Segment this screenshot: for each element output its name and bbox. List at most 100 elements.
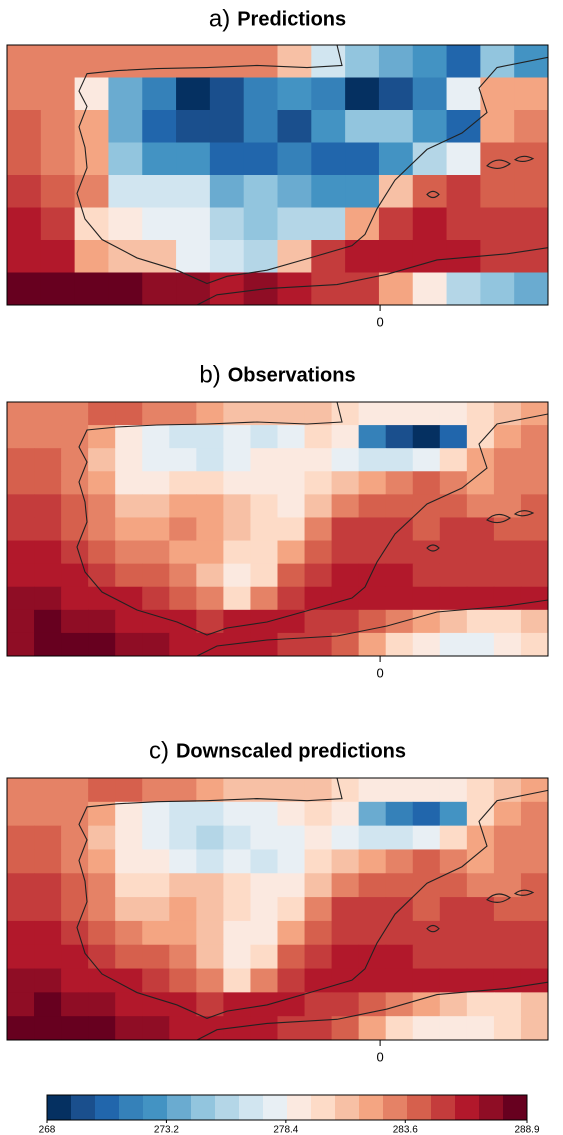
grid-cell <box>88 633 116 657</box>
grid-cell <box>514 110 548 143</box>
grid-cell <box>278 1016 306 1040</box>
grid-cell <box>386 778 414 802</box>
grid-cell <box>34 802 62 826</box>
grid-cell <box>196 517 224 541</box>
grid-cell <box>88 448 116 472</box>
grid-cell <box>521 633 549 657</box>
grid-cell <box>345 110 379 143</box>
grid-cell <box>196 802 224 826</box>
grid-cell <box>88 849 116 873</box>
grid-cell <box>223 802 251 826</box>
grid-cell <box>176 240 210 273</box>
grid-cell <box>7 471 35 495</box>
grid-cell <box>34 494 62 518</box>
panel-label: c) <box>149 737 169 764</box>
grid-cell <box>440 633 468 657</box>
grid-cell <box>332 517 360 541</box>
grid-cell <box>467 448 495 472</box>
grid-cell <box>88 992 116 1016</box>
grid-cell <box>305 969 333 993</box>
grid-cell <box>521 873 549 897</box>
grid-cell <box>386 802 414 826</box>
grid-cell <box>467 610 495 634</box>
grid-cell <box>480 208 514 241</box>
grid-cell <box>142 143 176 176</box>
grid-cell <box>7 897 35 921</box>
grid-cell <box>176 143 210 176</box>
grid-cell <box>386 992 414 1016</box>
grid-cell <box>88 1016 116 1040</box>
grid-cell <box>115 778 143 802</box>
grid-cell <box>196 494 224 518</box>
grid-cell <box>480 175 514 208</box>
grid-cell <box>413 78 447 111</box>
grid-cell <box>278 873 306 897</box>
grid-cell <box>223 610 251 634</box>
grid-cell <box>467 873 495 897</box>
grid-cell <box>61 849 89 873</box>
grid-cell <box>34 873 62 897</box>
grid-cell <box>311 175 345 208</box>
grid-cell <box>142 448 170 472</box>
grid-cell <box>467 921 495 945</box>
grid-cell <box>142 175 176 208</box>
grid-cell <box>142 802 170 826</box>
grid-cell <box>521 969 549 993</box>
grid-cell <box>169 969 197 993</box>
grid-cell <box>169 541 197 565</box>
grid-cell <box>413 849 441 873</box>
grid-cell <box>142 541 170 565</box>
grid-cell <box>494 897 522 921</box>
grid-cell <box>34 945 62 969</box>
grid-cell <box>359 402 387 426</box>
grid-cell <box>345 240 379 273</box>
grid-cell <box>480 240 514 273</box>
panel-label: b) <box>199 361 220 388</box>
grid-cell <box>494 541 522 565</box>
grid-cell <box>223 564 251 588</box>
grid-cell <box>359 564 387 588</box>
grid-cell <box>250 1016 278 1040</box>
grid-cell <box>196 541 224 565</box>
grid-cell <box>196 992 224 1016</box>
grid-cell <box>250 471 278 495</box>
grid-cell <box>413 240 447 273</box>
grid-cell <box>413 992 441 1016</box>
grid-cell <box>88 897 116 921</box>
grid-cell <box>447 143 481 176</box>
grid-cell <box>7 849 35 873</box>
grid-cell <box>521 425 549 449</box>
grid-cell <box>250 517 278 541</box>
grid-cell <box>169 921 197 945</box>
grid-cell <box>210 175 244 208</box>
grid-cell <box>359 471 387 495</box>
grid-cell <box>332 587 360 611</box>
grid-cell <box>386 945 414 969</box>
colorbar-swatch <box>479 1095 503 1120</box>
grid-cell <box>61 969 89 993</box>
grid-cell <box>223 873 251 897</box>
grid-cell <box>41 45 75 78</box>
grid-cell <box>359 897 387 921</box>
grid-cell <box>413 778 441 802</box>
grid-cell <box>386 826 414 850</box>
grid-cell <box>447 45 481 78</box>
grid-cell <box>332 541 360 565</box>
grid-cell <box>250 873 278 897</box>
colorbar-swatch <box>191 1095 215 1120</box>
grid-cell <box>413 897 441 921</box>
grid-cell <box>359 945 387 969</box>
grid-cell <box>196 610 224 634</box>
grid-cell <box>494 849 522 873</box>
grid-cell <box>169 633 197 657</box>
grid-cell <box>467 802 495 826</box>
grid-cell <box>521 448 549 472</box>
colorbar-swatch <box>71 1095 95 1120</box>
grid-cell <box>88 541 116 565</box>
grid-cell <box>379 175 413 208</box>
grid-cell <box>115 802 143 826</box>
grid-cell <box>521 541 549 565</box>
grid-cell <box>223 897 251 921</box>
grid-cell <box>413 541 441 565</box>
grid-cell <box>467 494 495 518</box>
